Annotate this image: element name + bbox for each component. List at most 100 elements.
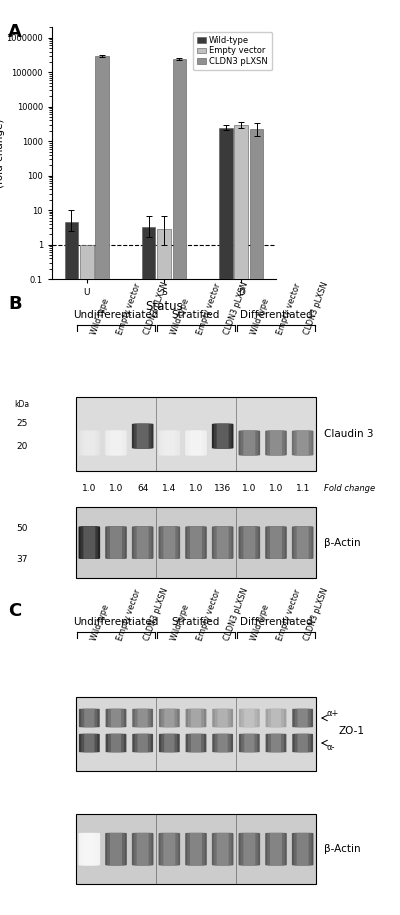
FancyBboxPatch shape [137,424,149,448]
FancyBboxPatch shape [240,431,258,456]
FancyBboxPatch shape [80,431,98,456]
Text: 1.0: 1.0 [189,484,203,493]
Text: CLDN3 pLXSN: CLDN3 pLXSN [143,281,170,336]
FancyBboxPatch shape [158,833,180,866]
FancyBboxPatch shape [212,709,233,727]
FancyBboxPatch shape [105,431,127,456]
Text: 37: 37 [16,555,28,564]
FancyBboxPatch shape [270,431,282,456]
Text: Empty vector: Empty vector [116,588,143,642]
FancyBboxPatch shape [138,734,148,752]
FancyBboxPatch shape [238,833,260,866]
Bar [157,229,171,915]
Text: Empty vector: Empty vector [276,282,303,336]
Bar [250,129,264,915]
FancyBboxPatch shape [214,833,232,866]
FancyBboxPatch shape [107,833,125,866]
FancyBboxPatch shape [185,526,207,559]
FancyBboxPatch shape [238,431,260,456]
Text: β-Actin: β-Actin [324,845,361,854]
Text: CLDN3 pLXSN: CLDN3 pLXSN [303,587,330,642]
Text: Wild type: Wild type [249,604,271,642]
FancyBboxPatch shape [108,734,124,752]
FancyBboxPatch shape [295,709,311,727]
Text: Wild type: Wild type [169,604,191,642]
FancyBboxPatch shape [76,507,316,578]
FancyBboxPatch shape [188,734,204,752]
FancyBboxPatch shape [161,734,177,752]
FancyBboxPatch shape [187,833,205,866]
FancyBboxPatch shape [79,734,100,752]
FancyBboxPatch shape [137,833,149,866]
Text: Empty vector: Empty vector [116,282,143,336]
FancyBboxPatch shape [161,709,177,727]
FancyBboxPatch shape [187,526,205,559]
FancyBboxPatch shape [135,709,151,727]
Text: 20: 20 [16,442,27,450]
FancyBboxPatch shape [217,526,229,559]
Text: Empty vector: Empty vector [196,282,223,336]
FancyBboxPatch shape [158,526,180,559]
FancyBboxPatch shape [111,709,121,727]
FancyBboxPatch shape [110,431,122,456]
FancyBboxPatch shape [105,833,127,866]
FancyBboxPatch shape [266,709,286,727]
Text: 64: 64 [137,484,148,493]
FancyBboxPatch shape [79,709,100,727]
Bar [142,227,155,915]
FancyBboxPatch shape [241,709,257,727]
Text: A: A [8,23,22,41]
FancyBboxPatch shape [78,526,100,559]
FancyBboxPatch shape [238,526,260,559]
Text: Differentiated: Differentiated [240,617,312,627]
FancyBboxPatch shape [185,431,207,456]
FancyBboxPatch shape [105,526,127,559]
Text: Undifferentiated: Undifferentiated [73,310,159,320]
FancyBboxPatch shape [164,709,174,727]
FancyBboxPatch shape [218,734,228,752]
FancyBboxPatch shape [292,734,313,752]
FancyBboxPatch shape [83,526,95,559]
FancyBboxPatch shape [138,709,148,727]
FancyBboxPatch shape [240,526,258,559]
FancyBboxPatch shape [271,734,281,752]
FancyBboxPatch shape [185,833,207,866]
Bar [80,244,94,915]
FancyBboxPatch shape [217,833,229,866]
FancyBboxPatch shape [159,709,180,727]
FancyBboxPatch shape [78,833,100,866]
FancyBboxPatch shape [134,526,152,559]
FancyBboxPatch shape [83,431,95,456]
Text: Stratified: Stratified [172,310,220,320]
FancyBboxPatch shape [190,526,202,559]
FancyBboxPatch shape [76,697,316,771]
Text: Fold change: Fold change [324,484,375,493]
FancyBboxPatch shape [81,734,97,752]
FancyBboxPatch shape [163,833,175,866]
FancyBboxPatch shape [243,526,255,559]
FancyBboxPatch shape [137,526,149,559]
FancyBboxPatch shape [212,734,233,752]
FancyBboxPatch shape [186,734,206,752]
Text: CLDN3 pLXSN: CLDN3 pLXSN [223,587,250,642]
Text: ZO-1: ZO-1 [338,726,364,736]
FancyBboxPatch shape [265,526,287,559]
Text: Empty vector: Empty vector [276,588,303,642]
Text: Claudin 3: Claudin 3 [324,429,374,439]
FancyBboxPatch shape [297,833,309,866]
FancyBboxPatch shape [83,833,95,866]
FancyBboxPatch shape [132,424,154,448]
FancyBboxPatch shape [78,431,100,456]
FancyBboxPatch shape [106,709,126,727]
Text: 50: 50 [16,524,28,533]
X-axis label: Status: Status [145,300,183,313]
FancyBboxPatch shape [265,833,287,866]
FancyBboxPatch shape [191,709,201,727]
FancyBboxPatch shape [160,526,178,559]
Text: 1.0: 1.0 [242,484,256,493]
Text: 1.0: 1.0 [269,484,283,493]
FancyBboxPatch shape [294,526,312,559]
FancyBboxPatch shape [218,709,228,727]
Text: Wild type: Wild type [89,297,111,336]
Text: 1.0: 1.0 [109,484,123,493]
